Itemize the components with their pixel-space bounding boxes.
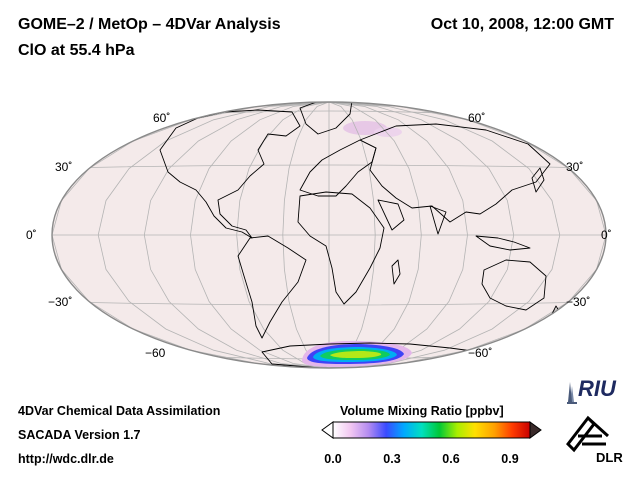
dlr-logo-text: DLR: [596, 450, 623, 465]
lat-label-right-m30: −30˚: [566, 295, 591, 309]
page-subtitle: ClO at 55.4 hPa: [18, 42, 135, 59]
lat-label-left-30: 30˚: [55, 160, 73, 174]
lat-label-right-m60: −60˚: [468, 346, 493, 360]
riu-logo-text: RIU: [578, 376, 617, 401]
colorbar-tick: 0.0: [324, 452, 342, 466]
globe-outline: [51, 101, 607, 369]
lat-label-right-0: 0˚: [601, 228, 612, 242]
footer-url: http://wdc.dlr.de: [18, 452, 114, 466]
colorbar-max-arrow: [529, 421, 542, 439]
colorbar-tick: 0.3: [383, 452, 401, 466]
lat-label-left-m60: −60: [145, 346, 166, 360]
lat-label-left-m30: −30˚: [48, 295, 73, 309]
colorbar-tick: 0.9: [501, 452, 519, 466]
riu-logo: RIU: [567, 376, 617, 404]
lat-label-right-30: 30˚: [566, 160, 584, 174]
colorbar-tick: 0.6: [442, 452, 460, 466]
date-label: Oct 10, 2008, 12:00 GMT: [430, 16, 614, 33]
lat-label-right-60: 60˚: [468, 111, 486, 125]
lat-label-left-0: 0˚: [26, 228, 37, 242]
footer-line-1: 4DVar Chemical Data Assimilation: [18, 404, 221, 418]
colorbar-title: Volume Mixing Ratio [ppbv]: [340, 404, 504, 418]
lat-label-left-60: 60˚: [153, 111, 171, 125]
footer-line-2: SACADA Version 1.7: [18, 428, 141, 442]
page-title: GOME–2 / MetOp – 4DVar Analysis: [18, 16, 281, 33]
dlr-logo: [566, 415, 610, 453]
colorbar-min-arrow: [321, 421, 334, 439]
antarctic-clo-patch: [302, 340, 412, 367]
colorbar: [321, 421, 542, 439]
